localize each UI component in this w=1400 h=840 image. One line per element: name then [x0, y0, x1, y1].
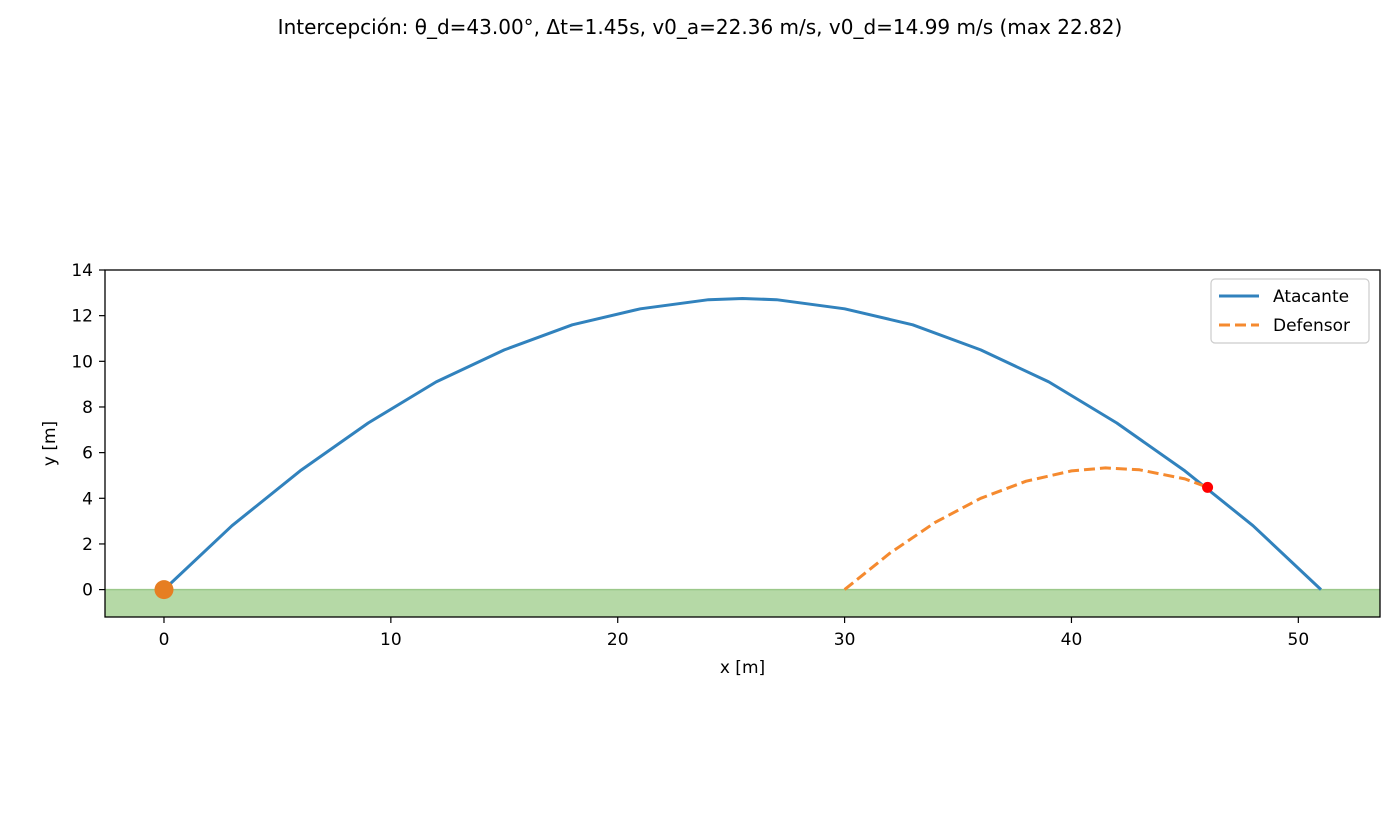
launch-point-marker: [154, 580, 174, 600]
y-tick-label: 0: [82, 581, 93, 601]
x-tick-label: 0: [159, 630, 170, 650]
x-tick-label: 50: [1288, 630, 1310, 650]
ground-band: [105, 589, 1380, 617]
plot-frame: [104, 269, 1381, 618]
legend-label-defensor: Defensor: [1273, 316, 1350, 336]
y-tick-label: 6: [82, 444, 93, 464]
y-tick-label: 4: [82, 489, 93, 509]
x-tick-label: 40: [1061, 630, 1083, 650]
series-line-atacante: [162, 297, 1323, 591]
x-tick-label: 10: [380, 630, 402, 650]
y-tick-label: 10: [71, 352, 93, 372]
x-tick-label: 30: [834, 630, 856, 650]
y-tick-label: 2: [82, 535, 93, 555]
x-tick-label: 20: [607, 630, 629, 650]
y-axis-label: y [m]: [40, 421, 60, 466]
y-tick-label: 12: [71, 307, 93, 327]
legend-label-atacante: Atacante: [1273, 287, 1349, 307]
x-axis-label: x [m]: [720, 658, 765, 678]
y-tick-label: 8: [82, 398, 93, 418]
series-line-defensor: [843, 466, 1209, 591]
intercept-point-marker: [1202, 481, 1214, 493]
y-tick-label: 14: [71, 261, 93, 281]
chart-title: Intercepción: θ_d=43.00°, Δt=1.45s, v0_a…: [277, 15, 1123, 39]
